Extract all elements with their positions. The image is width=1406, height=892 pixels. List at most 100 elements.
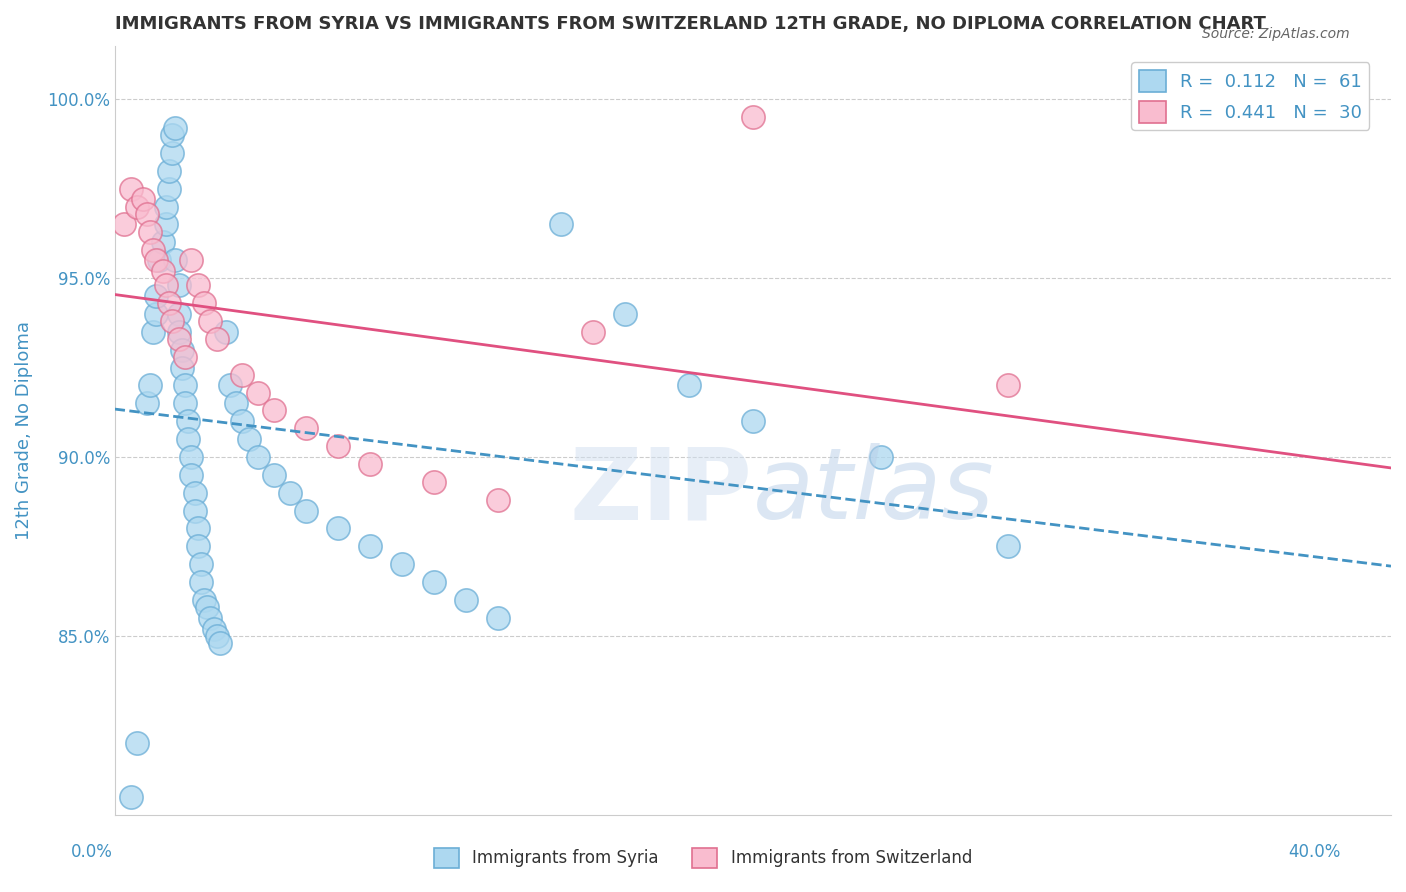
Point	[145, 307, 167, 321]
Point	[218, 378, 240, 392]
Point	[142, 243, 165, 257]
Point	[125, 736, 148, 750]
Point	[132, 193, 155, 207]
Point	[167, 332, 190, 346]
Point	[120, 182, 142, 196]
Point	[135, 207, 157, 221]
Point	[180, 253, 202, 268]
Point	[165, 253, 187, 268]
Point	[423, 575, 446, 590]
Point	[247, 450, 270, 464]
Point	[174, 396, 197, 410]
Point	[167, 278, 190, 293]
Point	[187, 278, 209, 293]
Text: atlas: atlas	[752, 443, 994, 541]
Point	[155, 278, 177, 293]
Point	[215, 325, 238, 339]
Point	[205, 629, 228, 643]
Point	[205, 332, 228, 346]
Point	[582, 325, 605, 339]
Point	[142, 325, 165, 339]
Point	[177, 414, 200, 428]
Point	[202, 622, 225, 636]
Point	[209, 636, 232, 650]
Point	[741, 414, 763, 428]
Text: ZIP: ZIP	[569, 443, 752, 541]
Point	[263, 467, 285, 482]
Point	[231, 368, 253, 382]
Text: Source: ZipAtlas.com: Source: ZipAtlas.com	[1202, 27, 1350, 41]
Point	[193, 296, 215, 310]
Point	[295, 421, 318, 435]
Point	[741, 110, 763, 124]
Point	[125, 200, 148, 214]
Point	[120, 789, 142, 804]
Point	[678, 378, 700, 392]
Point	[295, 503, 318, 517]
Point	[997, 539, 1019, 553]
Point	[486, 611, 509, 625]
Point	[165, 120, 187, 135]
Point	[190, 558, 212, 572]
Point	[869, 450, 891, 464]
Point	[135, 396, 157, 410]
Legend: R =  0.112   N =  61, R =  0.441   N =  30: R = 0.112 N = 61, R = 0.441 N = 30	[1132, 62, 1369, 130]
Point	[174, 378, 197, 392]
Point	[112, 218, 135, 232]
Point	[423, 475, 446, 489]
Point	[997, 378, 1019, 392]
Point	[200, 611, 222, 625]
Point	[190, 575, 212, 590]
Point	[148, 253, 170, 268]
Point	[326, 521, 349, 535]
Y-axis label: 12th Grade, No Diploma: 12th Grade, No Diploma	[15, 320, 32, 540]
Point	[152, 264, 174, 278]
Point	[155, 218, 177, 232]
Point	[247, 385, 270, 400]
Point	[155, 200, 177, 214]
Point	[157, 164, 180, 178]
Point	[152, 235, 174, 250]
Point	[170, 360, 193, 375]
Text: IMMIGRANTS FROM SYRIA VS IMMIGRANTS FROM SWITZERLAND 12TH GRADE, NO DIPLOMA CORR: IMMIGRANTS FROM SYRIA VS IMMIGRANTS FROM…	[115, 15, 1265, 33]
Point	[139, 225, 162, 239]
Point	[550, 218, 572, 232]
Point	[391, 558, 413, 572]
Point	[183, 485, 205, 500]
Point	[157, 296, 180, 310]
Text: 0.0%: 0.0%	[70, 843, 112, 861]
Point	[200, 314, 222, 328]
Point	[157, 182, 180, 196]
Point	[231, 414, 253, 428]
Legend: Immigrants from Syria, Immigrants from Switzerland: Immigrants from Syria, Immigrants from S…	[427, 841, 979, 875]
Point	[180, 467, 202, 482]
Point	[180, 450, 202, 464]
Point	[167, 325, 190, 339]
Point	[225, 396, 247, 410]
Point	[167, 307, 190, 321]
Point	[160, 145, 183, 160]
Point	[187, 521, 209, 535]
Point	[359, 539, 381, 553]
Point	[160, 314, 183, 328]
Point	[359, 457, 381, 471]
Point	[160, 128, 183, 142]
Point	[170, 343, 193, 357]
Point	[454, 593, 477, 607]
Point	[195, 600, 218, 615]
Point	[183, 503, 205, 517]
Point	[238, 432, 260, 446]
Point	[174, 350, 197, 364]
Point	[486, 492, 509, 507]
Point	[139, 378, 162, 392]
Point	[145, 289, 167, 303]
Point	[278, 485, 301, 500]
Text: 40.0%: 40.0%	[1288, 843, 1341, 861]
Point	[177, 432, 200, 446]
Point	[145, 253, 167, 268]
Point	[187, 539, 209, 553]
Point	[614, 307, 637, 321]
Point	[326, 439, 349, 453]
Point	[263, 403, 285, 417]
Point	[193, 593, 215, 607]
